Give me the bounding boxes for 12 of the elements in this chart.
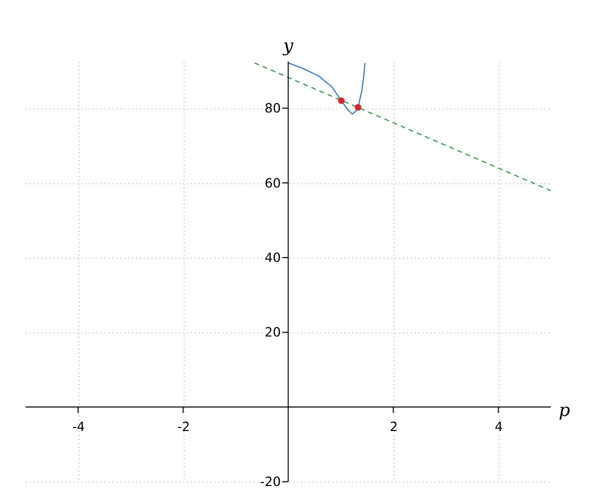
y-tick-label: 20 [264, 326, 281, 341]
x-tick-label: 2 [390, 420, 398, 436]
y-tick-label: 60 [264, 176, 281, 192]
x-tick-label: -2 [177, 420, 190, 436]
y-tick-label: -20 [260, 475, 281, 490]
y-tick-label: 40 [264, 250, 281, 266]
y-axis-title: y [282, 36, 294, 57]
x-tick-label: 4 [494, 420, 503, 436]
x-tick-label: -4 [72, 420, 85, 436]
x-axis-title: p [558, 400, 570, 421]
line-series [288, 62, 366, 115]
y-tick-label: 80 [264, 102, 281, 117]
